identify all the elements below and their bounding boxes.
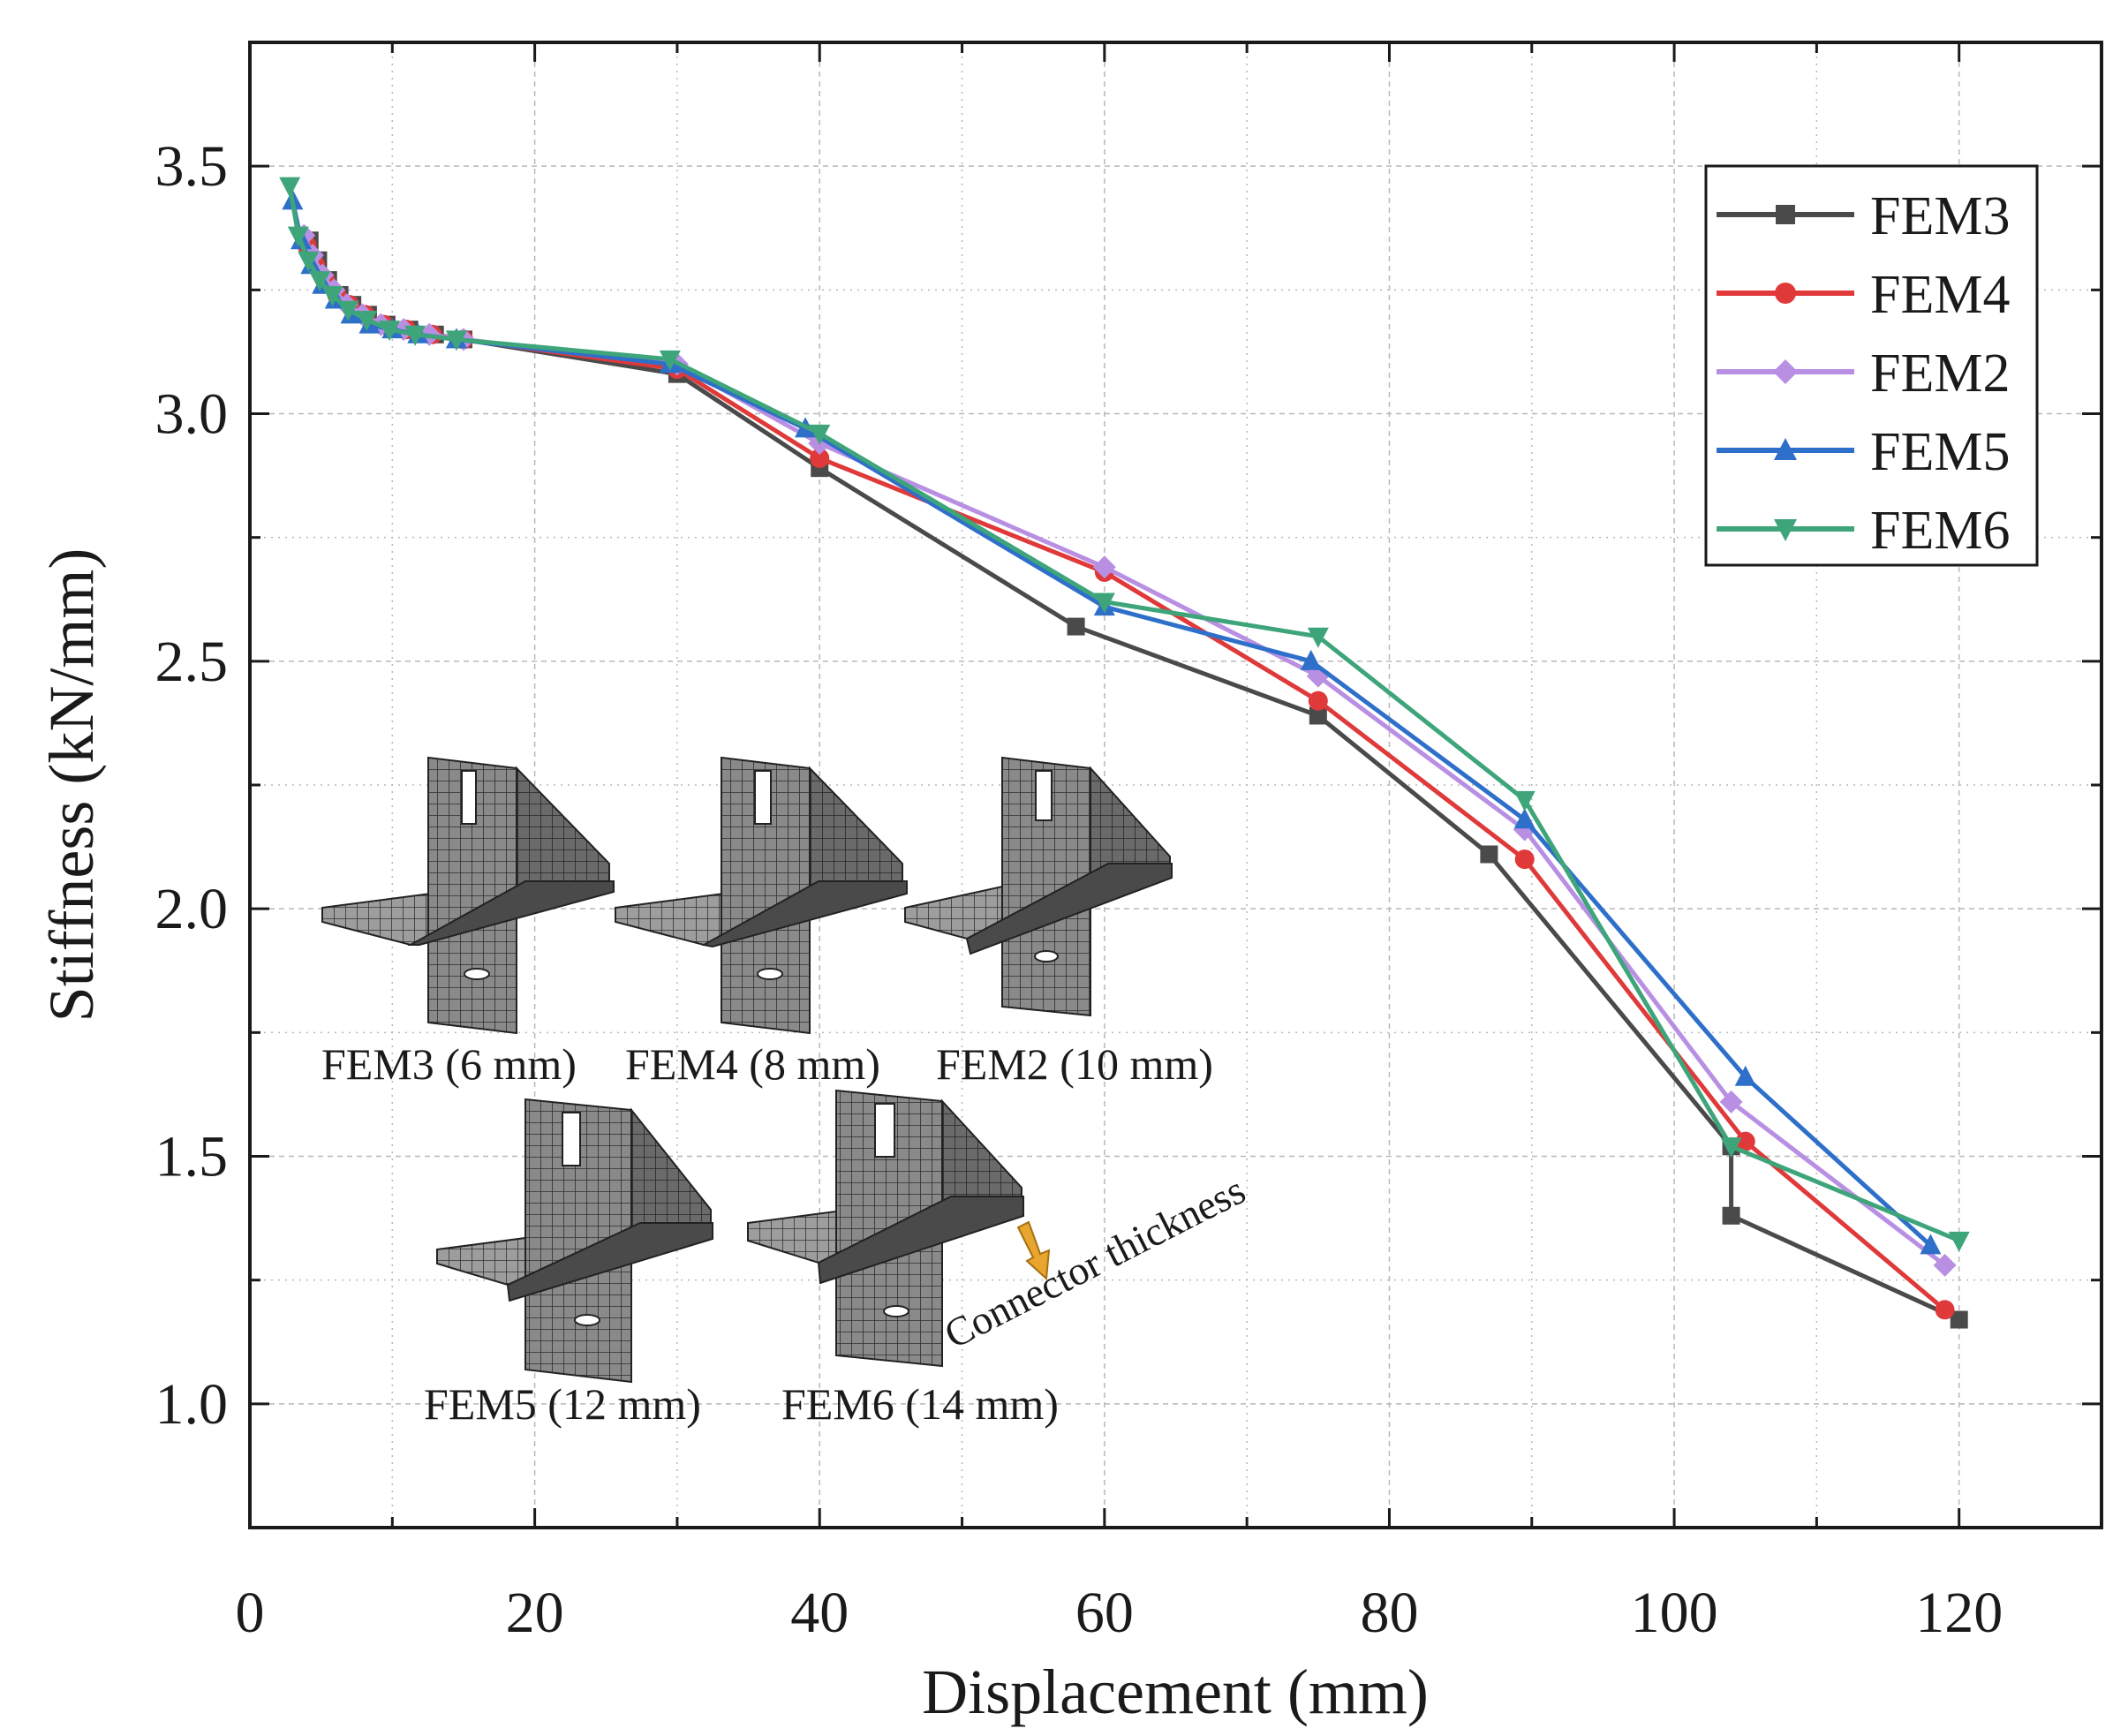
legend-item-fem2: FEM2 [1717, 343, 2010, 404]
data-point [1308, 691, 1328, 711]
y-tick-label: 2.0 [155, 877, 229, 941]
inset-model-fem6 [747, 1089, 1024, 1368]
series-fem6 [279, 177, 1970, 1252]
data-point [1735, 1131, 1755, 1151]
data-point [809, 424, 831, 445]
legend-item-fem3: FEM3 [1717, 186, 2010, 246]
legend-label: FEM4 [1870, 265, 2010, 325]
legend-label: FEM2 [1870, 343, 2010, 404]
data-point [1093, 593, 1115, 614]
x-tick-label: 40 [790, 1581, 849, 1645]
data-point [1092, 555, 1116, 579]
data-point [1734, 1065, 1756, 1086]
data-point [279, 177, 301, 198]
inset-label-fem4: FEM4 (8 mm) [625, 1039, 880, 1089]
inset-models [321, 756, 1173, 1384]
legend-item-fem6: FEM6 [1717, 501, 2010, 561]
data-point [1309, 706, 1327, 725]
legend-label: FEM3 [1870, 186, 2010, 246]
data-point [1935, 1300, 1955, 1320]
y-tick-label: 3.0 [155, 382, 229, 447]
legend-marker [1775, 283, 1796, 304]
data-point [1720, 1137, 1742, 1159]
data-point [1513, 790, 1536, 811]
data-point [309, 271, 331, 292]
axis-ticks [248, 41, 2103, 1529]
legend-label: FEM6 [1870, 501, 2010, 561]
inset-model-fem5 [436, 1098, 713, 1384]
data-point [321, 285, 343, 306]
x-tick-label: 80 [1360, 1581, 1418, 1645]
x-axis-label: Displacement (mm) [922, 1657, 1429, 1727]
data-point [379, 321, 401, 342]
x-tick-label: 120 [1915, 1581, 2003, 1645]
inset-label-fem2: FEM2 (10 mm) [936, 1039, 1213, 1089]
data-point [404, 325, 426, 346]
data-point [1950, 1310, 1968, 1329]
data-point [1933, 1253, 1957, 1277]
connector-arrow [1016, 1220, 1051, 1281]
data-point [1513, 808, 1536, 829]
inset-label-fem3: FEM3 (6 mm) [321, 1039, 577, 1089]
series-layer [279, 177, 1970, 1329]
data-point [1948, 1231, 1970, 1252]
legend-marker [1774, 519, 1797, 541]
y-tick-label: 3.5 [155, 134, 229, 199]
data-point [659, 350, 681, 371]
grid [250, 42, 2102, 1528]
legend-item-fem5: FEM5 [1717, 422, 2010, 482]
data-point [1920, 1234, 1942, 1255]
data-point [1514, 849, 1535, 870]
inset-model-fem4 [615, 756, 908, 1035]
x-tick-label: 60 [1075, 1581, 1134, 1645]
data-point [1719, 1090, 1743, 1113]
legend-item-fem4: FEM4 [1717, 265, 2010, 325]
data-point [445, 330, 467, 351]
data-point [287, 226, 309, 247]
data-point [356, 310, 378, 331]
legend-marker [1774, 438, 1797, 460]
x-tick-label: 0 [236, 1581, 265, 1645]
inset-label-fem6: FEM6 (14 mm) [781, 1379, 1059, 1429]
inset-label-fem5: FEM5 (12 mm) [424, 1379, 701, 1429]
y-tick-label: 1.5 [155, 1125, 229, 1189]
x-tick-label: 20 [506, 1581, 564, 1645]
x-tick-label: 100 [1631, 1581, 1718, 1645]
data-point [1480, 845, 1498, 864]
data-point [1300, 649, 1322, 670]
y-tick-label: 2.5 [155, 630, 229, 694]
data-point [810, 448, 830, 468]
data-point [1067, 617, 1085, 636]
data-point [1307, 627, 1329, 648]
data-point [1722, 1206, 1740, 1225]
legend-marker [1776, 205, 1795, 224]
data-point [298, 251, 320, 272]
legend-box [1704, 164, 2039, 567]
legend: FEM3 FEM4 FEM2 FEM5 FEM6 [1704, 164, 2039, 567]
inset-model-fem3 [321, 756, 615, 1035]
axis-tick-labels: 0 20 40 60 80 100 120 1.0 1.5 2.0 2.5 3.0 3.5 [155, 134, 2003, 1645]
y-tick-label: 1.0 [155, 1372, 229, 1437]
legend-marker [1773, 359, 1798, 384]
y-axis-label: Stiffness (kN/mm) [36, 548, 107, 1023]
legend-label: FEM5 [1870, 422, 2010, 482]
data-point [337, 300, 359, 321]
inset-model-fem2 [904, 756, 1173, 1017]
